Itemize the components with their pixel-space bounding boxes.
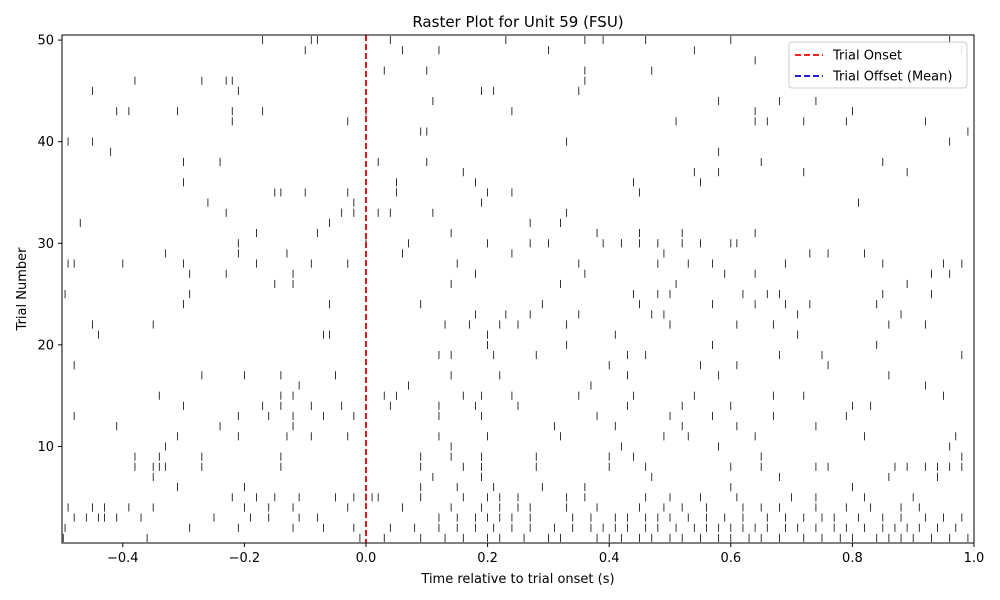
y-axis-label: Trial Number: [15, 247, 30, 332]
x-tick-label: 0.4: [599, 551, 620, 566]
plot-frame: [61, 34, 975, 544]
legend-entry-label: Trial Offset (Mean): [832, 70, 952, 85]
y-tick-label: 50: [37, 34, 54, 49]
chart-title: Raster Plot for Unit 59 (FSU): [412, 13, 623, 31]
x-axis-label: Time relative to trial onset (s): [420, 572, 614, 587]
x-tick-label: 0.8: [842, 551, 863, 566]
x-tick-label: 0.6: [720, 551, 741, 566]
spike-group: [62, 36, 969, 542]
x-tick-label: 0.0: [356, 551, 377, 566]
y-tick-label: 10: [37, 440, 54, 455]
y-axis-ticks: 10 20 30 40 50: [37, 34, 62, 455]
legend: Trial Onset Trial Offset (Mean): [788, 41, 968, 89]
y-tick-label: 40: [37, 135, 54, 150]
x-tick-label: 1.0: [964, 551, 985, 566]
legend-entry-label: Trial Onset: [832, 49, 902, 64]
x-tick-label: −0.2: [229, 551, 261, 566]
x-tick-label: 0.2: [477, 551, 498, 566]
legend-box: [788, 41, 968, 89]
x-tick-label: −0.4: [107, 551, 139, 566]
x-axis-ticks: −0.4 −0.2 0.0 0.2 0.4 0.6 0.8 1.0: [107, 543, 984, 566]
y-tick-label: 30: [37, 237, 54, 252]
y-tick-label: 20: [37, 338, 54, 353]
